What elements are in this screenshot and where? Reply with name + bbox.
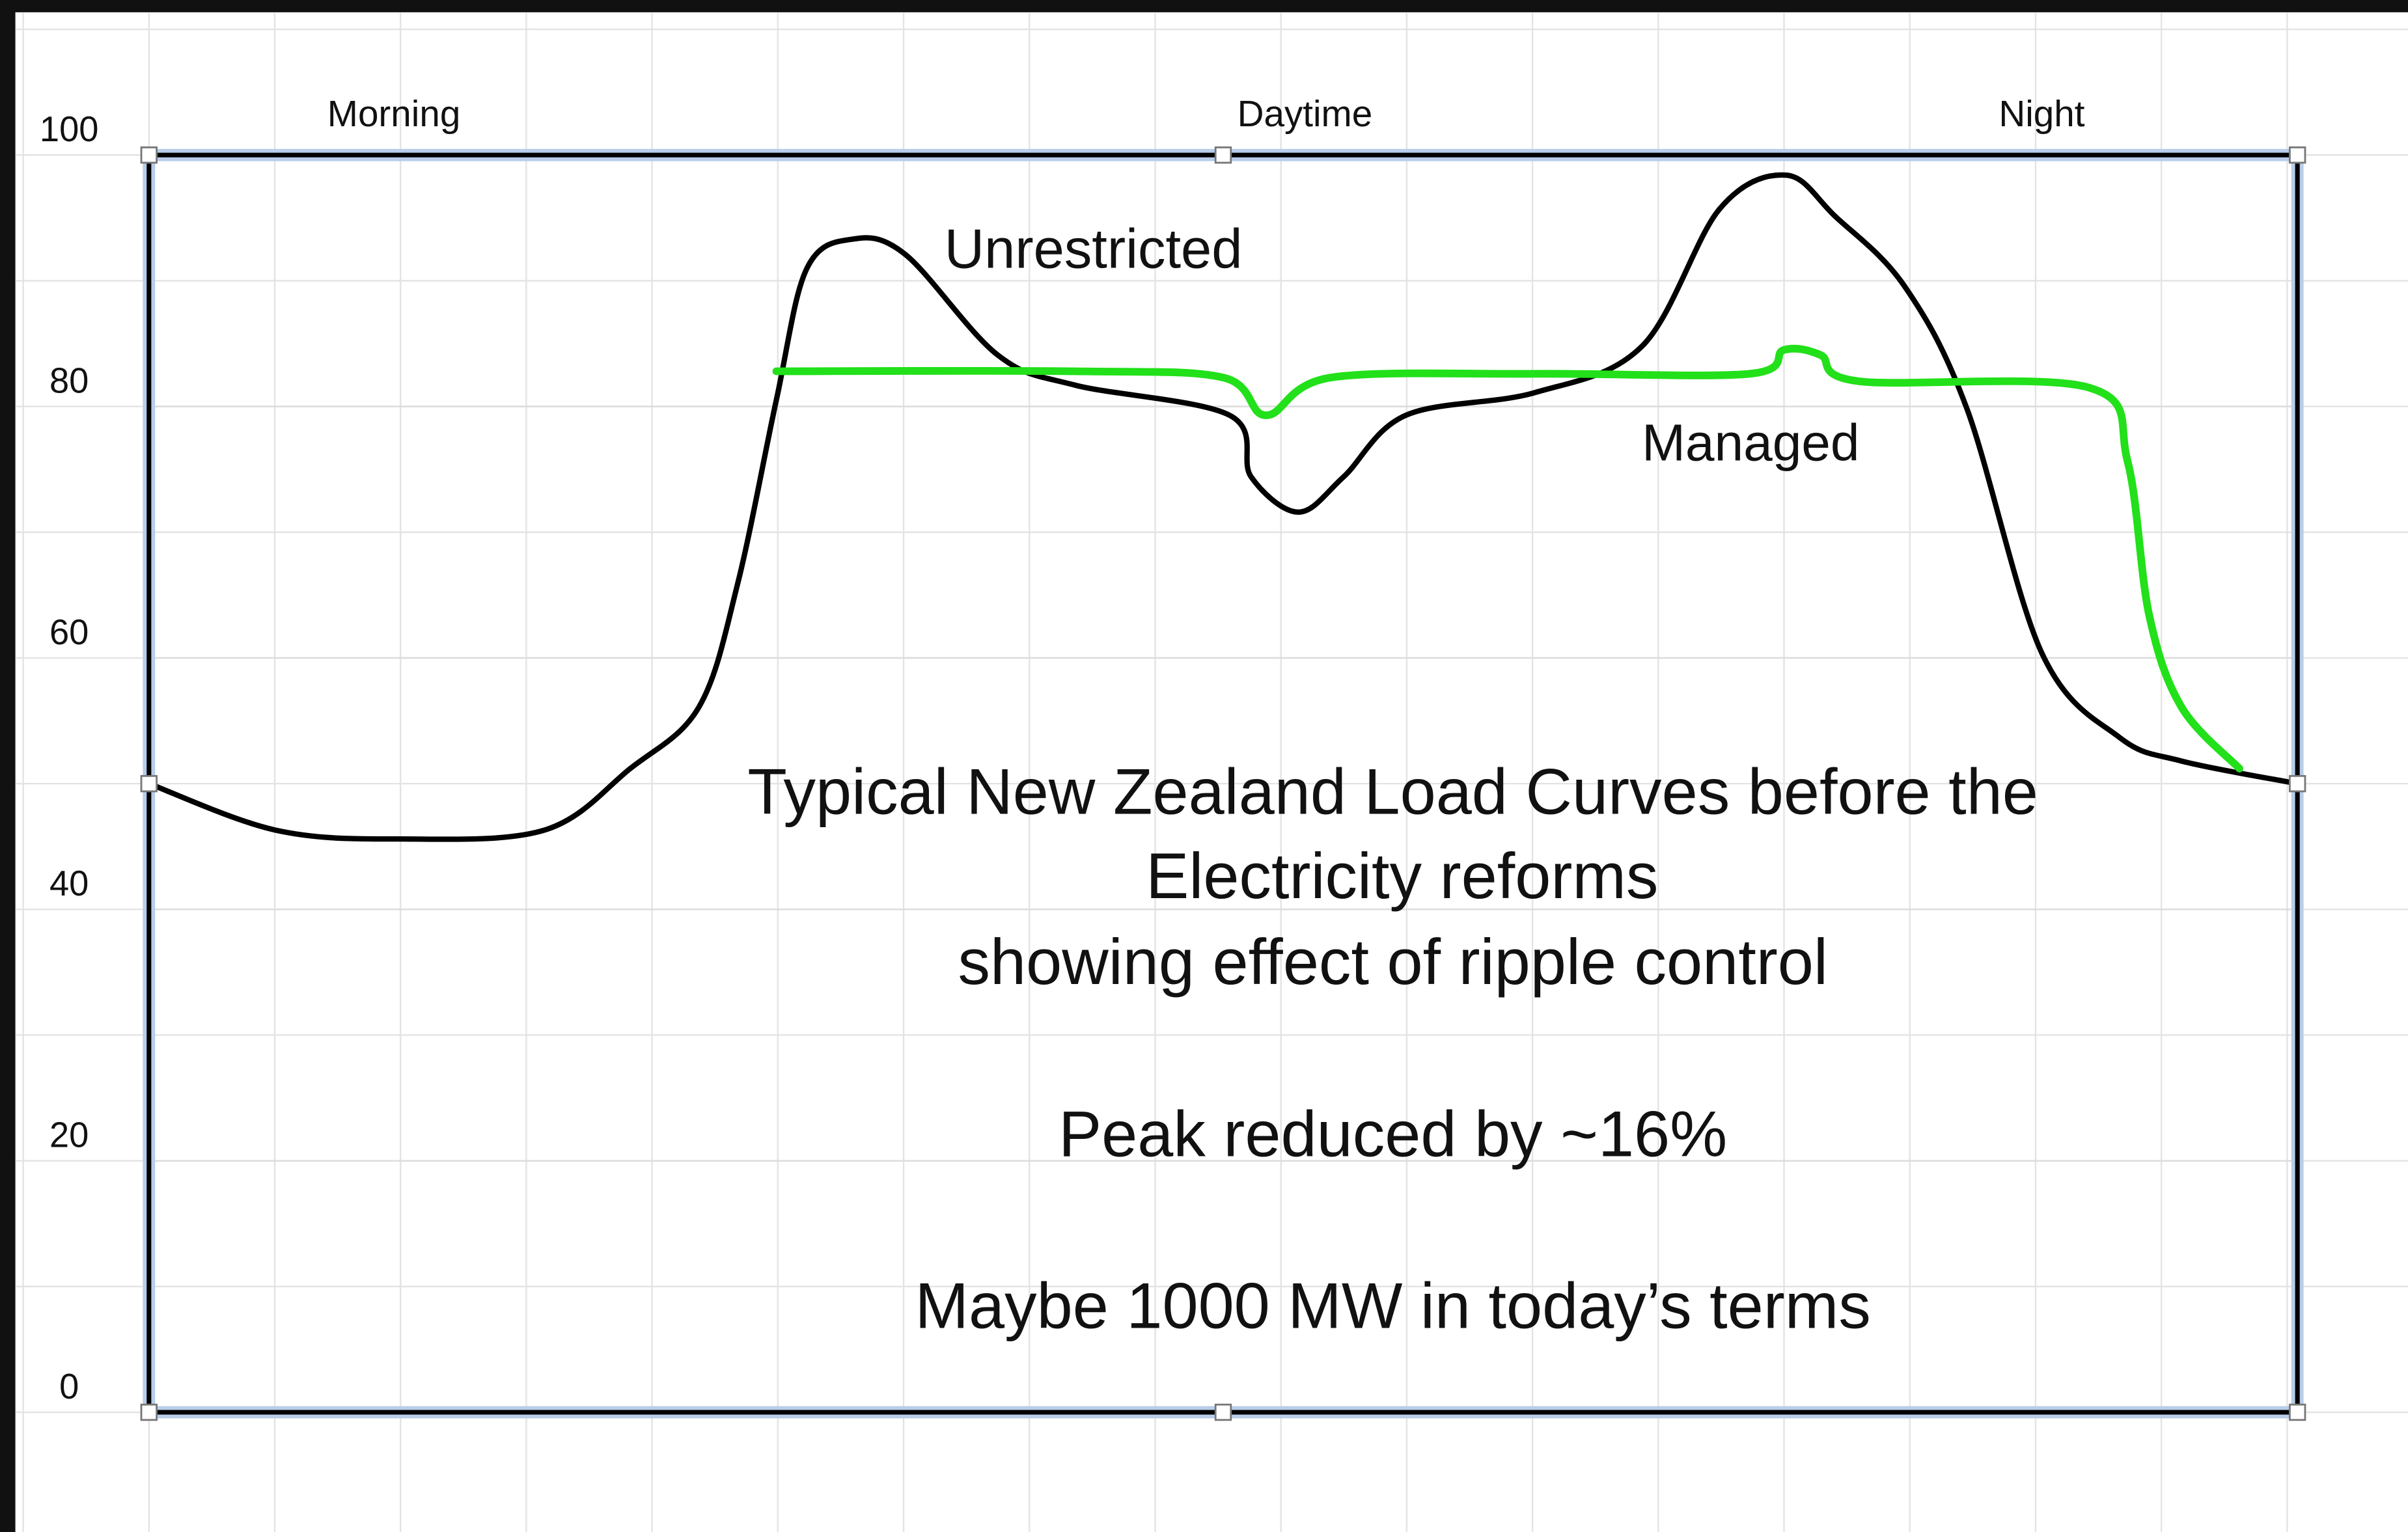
handle bbox=[2288, 146, 2306, 164]
handle bbox=[1214, 1403, 1232, 1421]
y-tick-label: 20 bbox=[49, 1116, 89, 1155]
y-tick-label: 40 bbox=[49, 864, 89, 903]
x-tick-label: Night bbox=[1999, 93, 2084, 134]
handle bbox=[140, 1403, 158, 1421]
y-tick-label: 100 bbox=[40, 110, 99, 149]
handle bbox=[140, 774, 158, 793]
handle bbox=[1214, 146, 1232, 164]
y-tick-label: 80 bbox=[49, 362, 89, 401]
annotation: Electricity reforms bbox=[1146, 840, 1658, 912]
canvas bbox=[15, 12, 2408, 1532]
handles bbox=[140, 146, 2306, 1421]
labels: Unrestricted Managed Typical New Zealand… bbox=[40, 93, 2085, 1406]
handle bbox=[2288, 774, 2306, 793]
x-tick-label: Morning bbox=[327, 93, 461, 134]
annotation: Peak reduced by ~16% bbox=[1059, 1097, 1727, 1170]
y-tick-label: 60 bbox=[49, 613, 89, 652]
x-tick-label: Daytime bbox=[1238, 93, 1373, 134]
annotation: showing effect of ripple control bbox=[958, 925, 1827, 998]
background-grid bbox=[15, 12, 2408, 1532]
series-label: Unrestricted bbox=[945, 218, 1243, 280]
series-line bbox=[772, 344, 2243, 773]
handle bbox=[140, 146, 158, 164]
lines bbox=[146, 172, 2301, 842]
series-label: Managed bbox=[1642, 413, 1859, 472]
series-line bbox=[146, 172, 2301, 842]
annotation: Typical New Zealand Load Curves before t… bbox=[747, 755, 2038, 827]
handle bbox=[2288, 1403, 2306, 1421]
y-tick-label: 0 bbox=[59, 1367, 79, 1406]
annotation: Maybe 1000 MW in today’s terms bbox=[915, 1270, 1871, 1342]
